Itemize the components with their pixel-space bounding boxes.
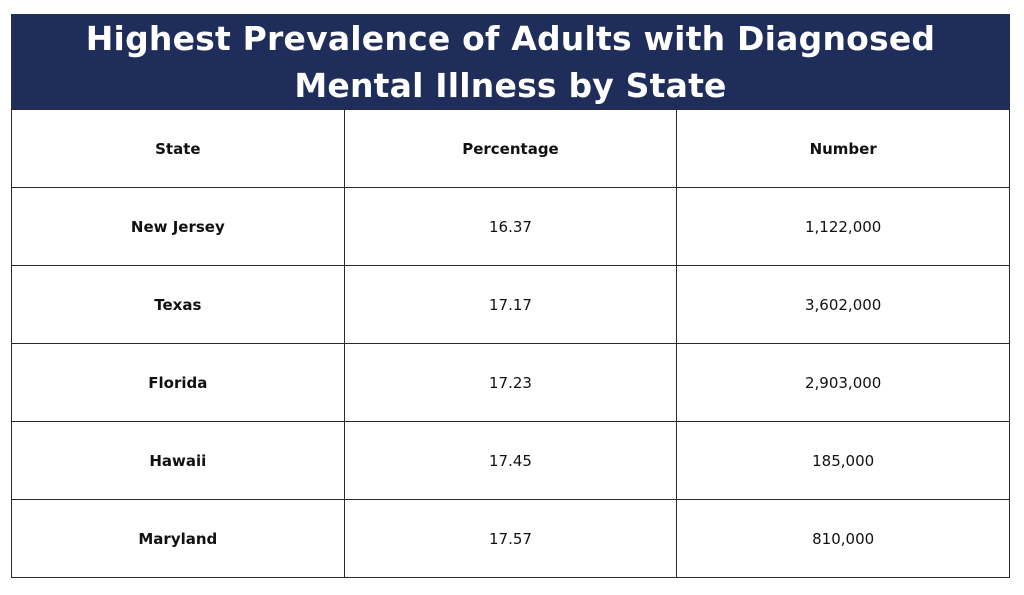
cell-number: 1,122,000 [676,187,1010,266]
cell-state: New Jersey [11,187,345,266]
table-row: Maryland 17.57 810,000 [11,499,1010,578]
cell-state: Hawaii [11,421,345,500]
cell-number: 3,602,000 [676,265,1010,344]
cell-percentage: 16.37 [343,187,678,266]
table-row: Texas 17.17 3,602,000 [11,265,1010,344]
cell-state: Maryland [11,499,345,578]
cell-number: 2,903,000 [676,343,1010,422]
table-row: New Jersey 16.37 1,122,000 [11,187,1010,266]
cell-state: Texas [11,265,345,344]
data-table: State Percentage Number New Jersey 16.37… [11,109,1010,578]
cell-state: Florida [11,343,345,422]
cell-number: 810,000 [676,499,1010,578]
table-row: Hawaii 17.45 185,000 [11,421,1010,500]
chart-title: Highest Prevalence of Adults with Diagno… [85,18,936,105]
title-banner: Highest Prevalence of Adults with Diagno… [11,14,1010,109]
cell-percentage: 17.23 [343,343,678,422]
table-header-row: State Percentage Number [11,109,1010,188]
cell-percentage: 17.17 [343,265,678,344]
cell-number: 185,000 [676,421,1010,500]
cell-percentage: 17.45 [343,421,678,500]
table-row: Florida 17.23 2,903,000 [11,343,1010,422]
column-header-percentage: Percentage [343,109,678,188]
cell-percentage: 17.57 [343,499,678,578]
column-header-state: State [11,109,345,188]
column-header-number: Number [676,109,1010,188]
